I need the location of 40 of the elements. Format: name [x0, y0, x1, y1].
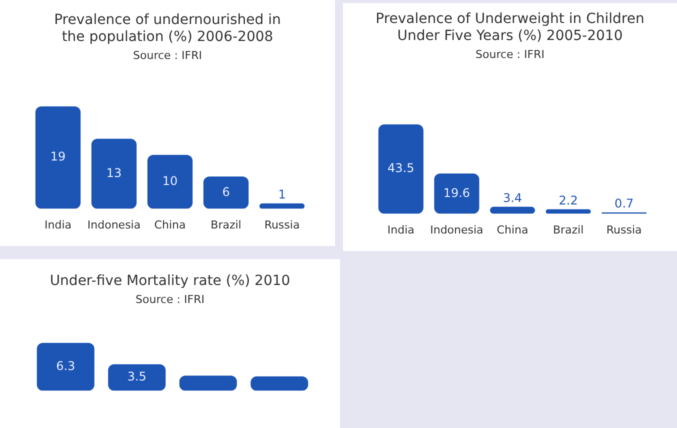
data-label: 10: [162, 174, 178, 188]
bar: [250, 376, 308, 391]
bar: [35, 106, 81, 209]
x-tick-label: Russia: [606, 223, 642, 236]
bar: [378, 124, 424, 214]
x-tick-label: Indonesia: [430, 223, 484, 236]
data-label: 19.6: [443, 186, 470, 200]
bar: [203, 176, 249, 209]
chart-subtitle: Source : IFRI: [132, 49, 203, 62]
x-tick-label: India: [44, 218, 72, 232]
x-tick-label: China: [154, 218, 186, 232]
data-label: 1: [278, 188, 286, 202]
x-tick-label: Brazil: [210, 218, 242, 232]
bar: [434, 174, 480, 214]
data-label: 3.4: [502, 190, 522, 205]
data-label: 6: [222, 184, 230, 199]
x-tick-label: Indonesia: [87, 218, 141, 232]
data-label: 0.7: [614, 196, 634, 210]
bar: [91, 138, 137, 209]
data-label: 43.5: [388, 161, 414, 176]
data-label: 3.5: [127, 370, 146, 384]
bar: [259, 203, 305, 209]
x-tick-label: India: [387, 223, 414, 236]
data-label: 13: [106, 166, 122, 180]
chart-title: Prevalence of Underweight in Children Under Five Years (%) 2005-2010: [374, 10, 646, 45]
bar: [36, 342, 94, 391]
bar: [179, 376, 237, 391]
data-label: 19: [50, 150, 66, 164]
chart-title: Under-five Mortality rate (%) 2010: [48, 272, 292, 290]
x-tick-label: Brazil: [552, 223, 584, 236]
bar: [108, 364, 166, 391]
chart-title: Prevalence of undernourished in the population (%) 2006-2008: [53, 11, 282, 46]
data-label: 6.3: [56, 358, 76, 373]
x-tick-label: Russia: [264, 218, 300, 232]
chart-subtitle: Source : IFRI: [474, 48, 546, 61]
bar: [490, 206, 536, 214]
chart-subtitle: Source : IFRI: [134, 293, 206, 306]
data-label: 2.2: [558, 193, 578, 208]
bar: [147, 154, 193, 209]
x-tick-label: China: [496, 223, 528, 236]
